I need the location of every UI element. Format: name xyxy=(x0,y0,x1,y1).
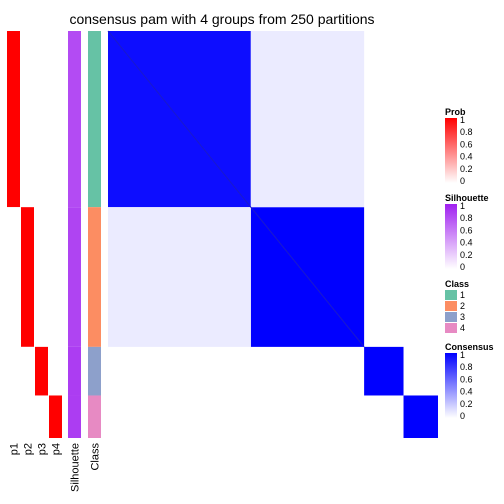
consensus-legend-tick: 0.8 xyxy=(460,362,473,372)
prob-p2-group-1 xyxy=(21,31,34,208)
consensus-legend-tick: 0.4 xyxy=(460,387,473,397)
prob-p1-group-3 xyxy=(7,346,20,396)
prob-legend-tick: 1 xyxy=(460,115,465,125)
prob-legend-colorbar xyxy=(445,118,457,183)
consensus-legend-tick: 0 xyxy=(460,411,465,421)
prob-legend-tick: 0.2 xyxy=(460,164,473,174)
silhouette-legend-colorbar xyxy=(445,204,457,269)
silhouette-group-3 xyxy=(68,346,81,396)
class-legend-swatch-3 xyxy=(445,312,457,322)
silhouette-group-4 xyxy=(68,395,81,438)
column-label-silhouette: Silhouette xyxy=(70,443,82,492)
consensus-offblock-1-2 xyxy=(250,31,365,208)
legends: Prob10.80.60.40.20Silhouette10.80.60.40.… xyxy=(445,107,494,421)
prob-p3-group-3 xyxy=(35,346,48,396)
silhouette-group-1 xyxy=(68,31,81,208)
consensus-legend-tick: 0.2 xyxy=(460,399,473,409)
prob-p1-group-4 xyxy=(7,395,20,438)
consensus-legend-tick: 1 xyxy=(460,350,465,360)
prob-legend-tick: 0 xyxy=(460,176,465,186)
consensus-diagonal xyxy=(107,30,365,348)
silhouette-legend-tick: 0.4 xyxy=(460,238,473,248)
prob-p4-group-2 xyxy=(49,207,62,347)
prob-p4-group-1 xyxy=(49,31,62,208)
prob-p2-group-4 xyxy=(21,395,34,438)
prob-p3-group-4 xyxy=(35,395,48,438)
column-label-p1: p1 xyxy=(9,443,21,455)
silhouette-legend-title: Silhouette xyxy=(445,193,489,203)
column-label-p2: p2 xyxy=(23,443,35,455)
column-label-p3: p3 xyxy=(37,443,49,455)
consensus-legend-title: Consensus xyxy=(445,342,494,352)
silhouette-legend-tick: 0.2 xyxy=(460,250,473,260)
chart-title: consensus pam with 4 groups from 250 par… xyxy=(69,11,374,27)
consensus-block-4 xyxy=(403,395,438,438)
prob-legend-tick: 0.4 xyxy=(460,152,473,162)
class-group-4 xyxy=(88,395,101,438)
prob-legend-tick: 0.8 xyxy=(460,127,473,137)
prob-p1-group-2 xyxy=(7,207,20,347)
consensus-legend-colorbar xyxy=(445,353,457,418)
silhouette-legend-tick: 0 xyxy=(460,262,465,272)
prob-p2-group-3 xyxy=(21,346,34,396)
prob-p3-group-1 xyxy=(35,31,48,208)
consensus-offblock-2-1 xyxy=(108,207,251,347)
prob-p3-group-2 xyxy=(35,207,48,347)
silhouette-legend-tick: 0.8 xyxy=(460,213,473,223)
prob-legend-tick: 0.6 xyxy=(460,139,473,149)
consensus-block-3 xyxy=(364,346,404,396)
silhouette-legend-tick: 0.6 xyxy=(460,225,473,235)
class-legend-swatch-1 xyxy=(445,290,457,300)
class-legend-swatch-4 xyxy=(445,323,457,333)
class-legend-label-2: 2 xyxy=(460,301,465,311)
column-label-p4: p4 xyxy=(51,443,63,455)
prob-legend-title: Prob xyxy=(445,107,466,117)
silhouette-legend-tick: 1 xyxy=(460,201,465,211)
class-legend-swatch-2 xyxy=(445,301,457,311)
class-group-3 xyxy=(88,346,101,396)
prob-p2-group-2 xyxy=(21,207,34,347)
column-label-class: Class xyxy=(90,443,102,471)
consensus-matrix xyxy=(107,30,438,438)
class-group-2 xyxy=(88,207,101,347)
annotation-columns xyxy=(7,31,101,438)
class-legend-label-1: 1 xyxy=(460,290,465,300)
silhouette-group-2 xyxy=(68,207,81,347)
class-legend-label-3: 3 xyxy=(460,312,465,322)
consensus-legend-tick: 0.6 xyxy=(460,374,473,384)
class-group-1 xyxy=(88,31,101,208)
class-legend-label-4: 4 xyxy=(460,323,465,333)
class-legend-title: Class xyxy=(445,279,469,289)
prob-p4-group-4 xyxy=(49,395,62,438)
prob-p4-group-3 xyxy=(49,346,62,396)
prob-p1-group-1 xyxy=(7,31,20,208)
column-labels: p1 p2 p3 p4 Silhouette Class xyxy=(9,443,102,492)
